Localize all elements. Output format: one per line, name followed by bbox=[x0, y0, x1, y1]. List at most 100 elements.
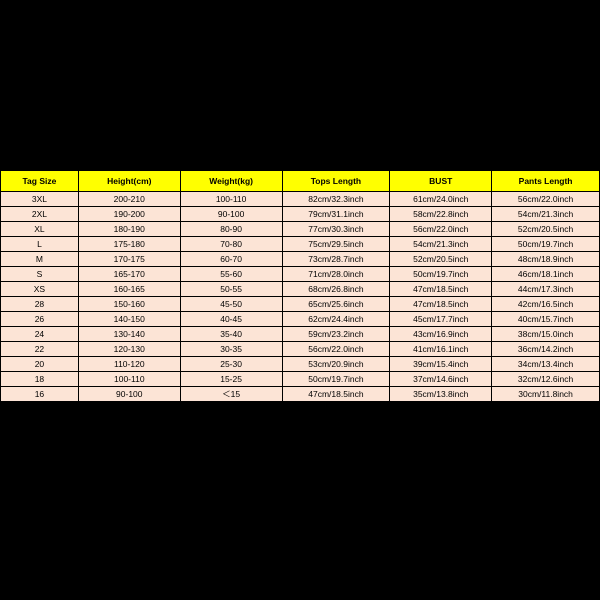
cell: 175-180 bbox=[78, 237, 180, 252]
table-row: M170-17560-7073cm/28.7inch52cm/20.5inch4… bbox=[1, 252, 600, 267]
cell: 75cm/29.5inch bbox=[282, 237, 390, 252]
cell: 54cm/21.3inch bbox=[492, 207, 600, 222]
table-row: 3XL200-210100-11082cm/32.3inch61cm/24.0i… bbox=[1, 192, 600, 207]
cell: 34cm/13.4inch bbox=[492, 357, 600, 372]
size-chart-sheet: Tag Size Height(cm) Weight(kg) Tops Leng… bbox=[0, 170, 600, 402]
cell: 190-200 bbox=[78, 207, 180, 222]
cell: ＜15 bbox=[180, 387, 282, 402]
cell: 100-110 bbox=[180, 192, 282, 207]
cell: 47cm/18.5inch bbox=[282, 387, 390, 402]
table-row: 24130-14035-4059cm/23.2inch43cm/16.9inch… bbox=[1, 327, 600, 342]
cell: 61cm/24.0inch bbox=[390, 192, 492, 207]
cell: 100-110 bbox=[78, 372, 180, 387]
cell: 56cm/22.0inch bbox=[282, 342, 390, 357]
cell: 77cm/30.3inch bbox=[282, 222, 390, 237]
cell: 25-30 bbox=[180, 357, 282, 372]
cell: 38cm/15.0inch bbox=[492, 327, 600, 342]
table-row: 26140-15040-4562cm/24.4inch45cm/17.7inch… bbox=[1, 312, 600, 327]
cell: 62cm/24.4inch bbox=[282, 312, 390, 327]
cell: XS bbox=[1, 282, 79, 297]
cell: 50cm/19.7inch bbox=[282, 372, 390, 387]
cell: M bbox=[1, 252, 79, 267]
cell: 22 bbox=[1, 342, 79, 357]
size-chart-table: Tag Size Height(cm) Weight(kg) Tops Leng… bbox=[0, 170, 600, 402]
cell: 52cm/20.5inch bbox=[492, 222, 600, 237]
cell: 35-40 bbox=[180, 327, 282, 342]
cell: 120-130 bbox=[78, 342, 180, 357]
table-row: 2XL190-20090-10079cm/31.1inch58cm/22.8in… bbox=[1, 207, 600, 222]
cell: 71cm/28.0inch bbox=[282, 267, 390, 282]
cell: S bbox=[1, 267, 79, 282]
cell: 54cm/21.3inch bbox=[390, 237, 492, 252]
cell: 90-100 bbox=[78, 387, 180, 402]
cell: 200-210 bbox=[78, 192, 180, 207]
cell: 70-80 bbox=[180, 237, 282, 252]
cell: 55-60 bbox=[180, 267, 282, 282]
cell: 50cm/19.7inch bbox=[390, 267, 492, 282]
cell: 50-55 bbox=[180, 282, 282, 297]
cell: 20 bbox=[1, 357, 79, 372]
cell: 35cm/13.8inch bbox=[390, 387, 492, 402]
table-row: 22120-13030-3556cm/22.0inch41cm/16.1inch… bbox=[1, 342, 600, 357]
cell: 110-120 bbox=[78, 357, 180, 372]
cell: 16 bbox=[1, 387, 79, 402]
cell: 65cm/25.6inch bbox=[282, 297, 390, 312]
cell: 43cm/16.9inch bbox=[390, 327, 492, 342]
cell: 24 bbox=[1, 327, 79, 342]
cell: 170-175 bbox=[78, 252, 180, 267]
cell: 53cm/20.9inch bbox=[282, 357, 390, 372]
cell: 18 bbox=[1, 372, 79, 387]
cell: 59cm/23.2inch bbox=[282, 327, 390, 342]
cell: 2XL bbox=[1, 207, 79, 222]
cell: 48cm/18.9inch bbox=[492, 252, 600, 267]
cell: XL bbox=[1, 222, 79, 237]
cell: 50cm/19.7inch bbox=[492, 237, 600, 252]
cell: L bbox=[1, 237, 79, 252]
cell: 80-90 bbox=[180, 222, 282, 237]
cell: 52cm/20.5inch bbox=[390, 252, 492, 267]
table-row: 20110-12025-3053cm/20.9inch39cm/15.4inch… bbox=[1, 357, 600, 372]
table-row: XL180-19080-9077cm/30.3inch56cm/22.0inch… bbox=[1, 222, 600, 237]
cell: 45cm/17.7inch bbox=[390, 312, 492, 327]
cell: 39cm/15.4inch bbox=[390, 357, 492, 372]
col-weight: Weight(kg) bbox=[180, 171, 282, 192]
cell: 60-70 bbox=[180, 252, 282, 267]
cell: 165-170 bbox=[78, 267, 180, 282]
cell: 180-190 bbox=[78, 222, 180, 237]
cell: 32cm/12.6inch bbox=[492, 372, 600, 387]
cell: 15-25 bbox=[180, 372, 282, 387]
cell: 37cm/14.6inch bbox=[390, 372, 492, 387]
col-bust: BUST bbox=[390, 171, 492, 192]
cell: 47cm/18.5inch bbox=[390, 282, 492, 297]
col-pants-length: Pants Length bbox=[492, 171, 600, 192]
cell: 46cm/18.1inch bbox=[492, 267, 600, 282]
cell: 45-50 bbox=[180, 297, 282, 312]
cell: 40cm/15.7inch bbox=[492, 312, 600, 327]
table-row: S165-17055-6071cm/28.0inch50cm/19.7inch4… bbox=[1, 267, 600, 282]
cell: 42cm/16.5inch bbox=[492, 297, 600, 312]
cell: 79cm/31.1inch bbox=[282, 207, 390, 222]
col-tag-size: Tag Size bbox=[1, 171, 79, 192]
cell: 68cm/26.8inch bbox=[282, 282, 390, 297]
cell: 30cm/11.8inch bbox=[492, 387, 600, 402]
cell: 41cm/16.1inch bbox=[390, 342, 492, 357]
cell: 82cm/32.3inch bbox=[282, 192, 390, 207]
cell: 28 bbox=[1, 297, 79, 312]
cell: 140-150 bbox=[78, 312, 180, 327]
cell: 30-35 bbox=[180, 342, 282, 357]
cell: 150-160 bbox=[78, 297, 180, 312]
table-row: XS160-16550-5568cm/26.8inch47cm/18.5inch… bbox=[1, 282, 600, 297]
size-chart-body: 3XL200-210100-11082cm/32.3inch61cm/24.0i… bbox=[1, 192, 600, 402]
cell: 160-165 bbox=[78, 282, 180, 297]
cell: 90-100 bbox=[180, 207, 282, 222]
table-row: 28150-16045-5065cm/25.6inch47cm/18.5inch… bbox=[1, 297, 600, 312]
cell: 73cm/28.7inch bbox=[282, 252, 390, 267]
cell: 56cm/22.0inch bbox=[492, 192, 600, 207]
cell: 40-45 bbox=[180, 312, 282, 327]
cell: 26 bbox=[1, 312, 79, 327]
cell: 44cm/17.3inch bbox=[492, 282, 600, 297]
cell: 3XL bbox=[1, 192, 79, 207]
cell: 56cm/22.0inch bbox=[390, 222, 492, 237]
cell: 47cm/18.5inch bbox=[390, 297, 492, 312]
cell: 58cm/22.8inch bbox=[390, 207, 492, 222]
